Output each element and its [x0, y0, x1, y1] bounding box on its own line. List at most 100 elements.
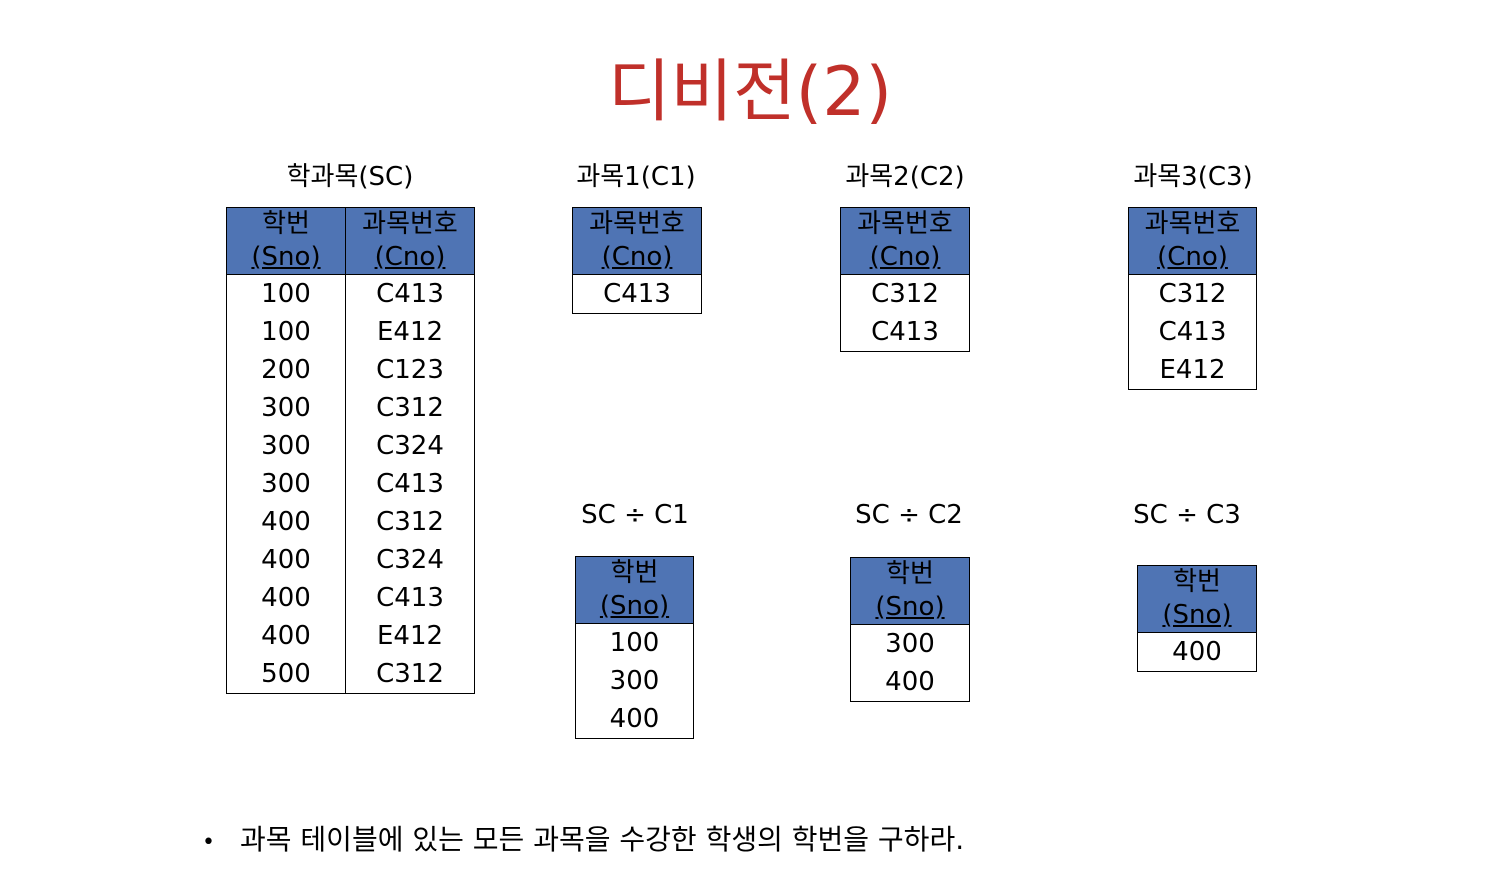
table-row: 200 C123 [226, 351, 475, 389]
c3-header-row: 과목번호 (Cno) [1128, 207, 1257, 275]
table-cell: 300 [226, 389, 346, 427]
table-row: 400 E412 [226, 617, 475, 655]
header-label: 과목번호 [1144, 209, 1241, 239]
sc-table-body: 100 C413 100 E412 200 C123 300 C312 300 C324 300 C4… [226, 274, 475, 694]
table-row: 400 C413 [226, 579, 475, 617]
sc-table: 학번 (Sno) 과목번호 (Cno) 100 C413 100 E412 200 C12… [226, 207, 475, 694]
c1-header-row: 과목번호 (Cno) [572, 207, 702, 275]
table-cell: 400 [1137, 632, 1257, 672]
header-sublabel: (Cno) [869, 242, 941, 272]
header-sublabel: (Cno) [1157, 242, 1228, 272]
table-cell: 300 [575, 662, 694, 700]
sc-header-row: 학번 (Sno) 과목번호 (Cno) [226, 207, 475, 275]
table-cell: C324 [345, 541, 475, 579]
table-cell: 200 [226, 351, 346, 389]
header-label: 학번 [610, 558, 659, 588]
table-cell: C413 [345, 274, 475, 313]
header-label: 과목번호 [589, 209, 685, 239]
table-cell: C312 [345, 389, 475, 427]
c1-header-cno: 과목번호 (Cno) [572, 207, 702, 275]
table-row: 400 C324 [226, 541, 475, 579]
table-cell: C312 [1128, 274, 1257, 313]
table-cell: 300 [226, 427, 346, 465]
table-row: E412 [1128, 351, 1257, 390]
table-row: 100 C413 [226, 274, 475, 313]
r3-table-caption: SC ÷ C3 [1133, 500, 1241, 530]
header-label: 과목번호 [362, 209, 458, 239]
header-sublabel: (Sno) [599, 591, 670, 621]
header-sublabel: (Cno) [601, 242, 673, 272]
r3-header-row: 학번 (Sno) [1137, 565, 1257, 633]
table-cell: E412 [345, 313, 475, 351]
c3-table-caption: 과목3(C3) [1133, 162, 1253, 192]
table-cell: 500 [226, 655, 346, 694]
sc-header-sno: 학번 (Sno) [226, 207, 346, 275]
r1-table-body: 100 300 400 [575, 623, 694, 739]
table-cell: E412 [1128, 351, 1257, 390]
r3-table-body: 400 [1137, 632, 1257, 672]
table-cell: C413 [572, 274, 702, 314]
c2-table-caption: 과목2(C2) [845, 162, 965, 192]
table-row: 300 C324 [226, 427, 475, 465]
r3-header-sno: 학번 (Sno) [1137, 565, 1257, 633]
table-cell: C324 [345, 427, 475, 465]
r2-header-row: 학번 (Sno) [850, 557, 970, 625]
r2-table-caption: SC ÷ C2 [855, 500, 963, 530]
r3-table: 학번 (Sno) 400 [1137, 565, 1257, 672]
table-row: C312 [840, 274, 970, 313]
page-title: 디비전(2) [607, 53, 892, 132]
r1-table-caption: SC ÷ C1 [581, 500, 689, 530]
header-sublabel: (Sno) [1162, 600, 1232, 630]
header-label: 과목번호 [857, 209, 953, 239]
c2-header-cno: 과목번호 (Cno) [840, 207, 970, 275]
table-row: 400 [850, 663, 970, 702]
table-cell: C413 [1128, 313, 1257, 351]
header-label: 학번 [1173, 567, 1221, 597]
table-row: 400 [575, 700, 694, 739]
table-cell: 300 [850, 624, 970, 663]
c2-table: 과목번호 (Cno) C312 C413 [840, 207, 970, 352]
table-cell: 100 [226, 274, 346, 313]
c3-table-body: C312 C413 E412 [1128, 274, 1257, 390]
bullet-marker: • [202, 830, 215, 855]
table-cell: C413 [840, 313, 970, 352]
table-cell: C312 [345, 655, 475, 694]
table-cell: 100 [226, 313, 346, 351]
table-row: 300 C413 [226, 465, 475, 503]
table-row: C413 [1128, 313, 1257, 351]
table-row: 400 [1137, 632, 1257, 672]
header-sublabel: (Cno) [374, 242, 446, 272]
bullet-item: • 과목 테이블에 있는 모든 과목을 수강한 학생의 학번을 구하라. [202, 820, 964, 863]
table-row: C413 [840, 313, 970, 352]
r2-table-body: 300 400 [850, 624, 970, 702]
r1-header-sno: 학번 (Sno) [575, 556, 694, 624]
table-cell: C312 [345, 503, 475, 541]
r2-table: 학번 (Sno) 300 400 [850, 557, 970, 702]
table-row: 300 C312 [226, 389, 475, 427]
table-row: 100 E412 [226, 313, 475, 351]
table-cell: C413 [345, 465, 475, 503]
table-cell: C312 [840, 274, 970, 313]
c1-table: 과목번호 (Cno) C413 [572, 207, 702, 314]
table-row: 500 C312 [226, 655, 475, 694]
bullet-text: 과목 테이블에 있는 모든 과목을 수강한 학생의 학번을 구하라. [240, 823, 965, 856]
table-cell: 400 [575, 700, 694, 739]
table-row: C413 [572, 274, 702, 314]
table-cell: 400 [226, 541, 346, 579]
header-sublabel: (Sno) [251, 242, 321, 272]
sc-header-cno: 과목번호 (Cno) [345, 207, 475, 275]
table-row: 400 C312 [226, 503, 475, 541]
c1-table-caption: 과목1(C1) [576, 162, 696, 192]
sc-table-caption: 학과목(SC) [286, 162, 414, 192]
c3-table: 과목번호 (Cno) C312 C413 E412 [1128, 207, 1257, 390]
table-cell: C123 [345, 351, 475, 389]
r2-header-sno: 학번 (Sno) [850, 557, 970, 625]
c2-header-row: 과목번호 (Cno) [840, 207, 970, 275]
c1-table-body: C413 [572, 274, 702, 314]
table-cell: 400 [226, 579, 346, 617]
table-cell: 400 [226, 503, 346, 541]
c3-header-cno: 과목번호 (Cno) [1128, 207, 1257, 275]
header-sublabel: (Sno) [875, 592, 945, 622]
table-cell: 400 [850, 663, 970, 702]
table-cell: C413 [345, 579, 475, 617]
